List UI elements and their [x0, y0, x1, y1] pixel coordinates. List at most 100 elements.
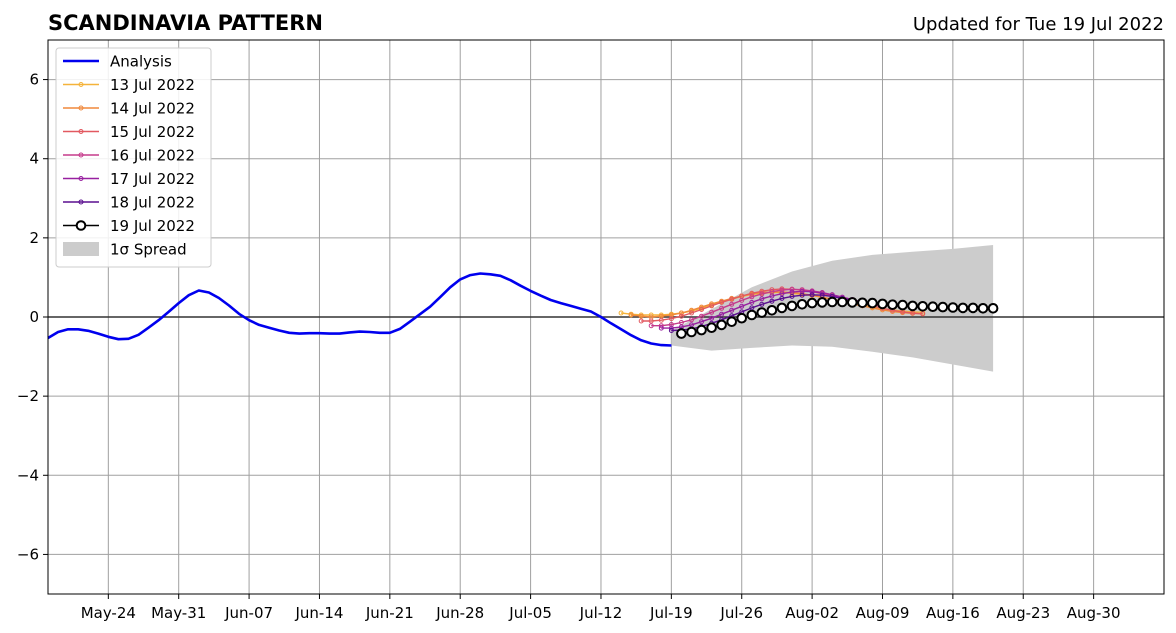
legend-label: 16 Jul 2022 — [110, 147, 195, 165]
x-tick-label: Aug-09 — [856, 604, 910, 622]
forecast-point — [699, 313, 704, 319]
forecast-point — [689, 317, 694, 323]
forecast-point — [618, 310, 624, 316]
forecast-point — [739, 303, 745, 309]
chart-title: SCANDINAVIA PATTERN — [48, 11, 323, 35]
legend-label: 18 Jul 2022 — [110, 194, 195, 212]
latest-forecast-point — [816, 297, 828, 308]
x-tick-label: Aug-30 — [1067, 604, 1121, 622]
forecast-point — [648, 323, 654, 329]
latest-forecast-point — [826, 296, 838, 308]
forecast-point — [729, 296, 735, 302]
latest-forecast-point — [937, 301, 949, 313]
latest-forecast-point — [676, 328, 687, 339]
latest-forecast-point — [716, 319, 727, 331]
forecast-point — [628, 312, 634, 318]
y-tick-label: 0 — [29, 308, 39, 326]
legend-label: 17 Jul 2022 — [110, 170, 195, 188]
y-tick-label: −6 — [17, 545, 39, 563]
forecast-point — [678, 313, 684, 319]
latest-forecast-point — [736, 312, 748, 324]
legend-label: 15 Jul 2022 — [110, 123, 195, 141]
forecast-line — [661, 290, 863, 329]
plot-frame — [47, 39, 1165, 595]
forecast-point — [749, 294, 755, 300]
y-tick-label: −2 — [17, 387, 39, 405]
forecast-point — [799, 292, 805, 298]
legend-label: 14 Jul 2022 — [110, 100, 195, 118]
x-tick-label: May-31 — [151, 604, 206, 622]
x-tick-label: Jun-07 — [224, 604, 273, 622]
forecast-point — [729, 307, 735, 313]
forecast-point — [648, 318, 654, 324]
forecast-point — [749, 299, 755, 305]
forecast-point — [699, 307, 704, 312]
forecast-point — [678, 310, 684, 316]
x-tick-label: Jun-21 — [365, 604, 414, 622]
legend-swatch — [63, 242, 99, 256]
forecast-point — [779, 295, 785, 301]
forecast-point — [789, 293, 795, 299]
latest-forecast-point — [847, 297, 858, 308]
legend-marker — [78, 199, 84, 205]
latest-forecast-point — [887, 299, 898, 311]
forecast-point — [729, 301, 735, 307]
x-tick-label: Jul-19 — [649, 604, 693, 622]
forecast-point — [719, 311, 725, 317]
x-tick-label: Jun-28 — [435, 604, 484, 622]
series-lines — [47, 272, 999, 347]
latest-forecast-point — [897, 299, 908, 311]
forecast-point — [638, 318, 644, 324]
legend-box — [55, 47, 212, 268]
latest-forecast-point — [837, 296, 848, 308]
legend-entry: 16 Jul 2022 — [63, 147, 195, 165]
latest-forecast-point — [786, 300, 798, 312]
legend-label: Analysis — [110, 53, 172, 71]
legend-entry: 13 Jul 2022 — [63, 76, 195, 94]
latest-forecast-point — [806, 297, 818, 309]
forecast-point — [699, 319, 704, 325]
latest-forecast-point — [796, 299, 808, 310]
y-tick-label: −4 — [17, 466, 39, 484]
forecast-point — [759, 301, 765, 307]
latest-forecast-point — [776, 302, 788, 314]
x-tick-label: Aug-23 — [996, 604, 1050, 622]
legend-entry: 17 Jul 2022 — [63, 170, 195, 188]
forecast-point — [920, 311, 926, 317]
chart-subtitle: Updated for Tue 19 Jul 2022 — [913, 14, 1164, 35]
latest-forecast-point — [857, 297, 868, 309]
latest-forecast-point — [977, 303, 989, 314]
x-tick-label: Aug-16 — [926, 604, 980, 622]
forecast-point — [779, 291, 785, 297]
latest-forecast-point — [877, 298, 888, 310]
forecast-point — [719, 299, 725, 305]
y-tick-label: 6 — [29, 71, 39, 89]
latest-forecast-series — [676, 296, 999, 339]
x-axis-ticks: May-24 May-31 Jun-07 Jun-14 Jun-21 Jun-28 Jul-… — [81, 594, 1121, 622]
x-tick-label: Jun-14 — [294, 604, 343, 622]
latest-forecast-point — [987, 303, 999, 314]
latest-forecast-point — [957, 302, 969, 314]
forecast-point — [719, 305, 725, 311]
x-tick-label: Jul-26 — [719, 604, 763, 622]
legend-marker — [78, 176, 84, 181]
legend: Analysis 13 Jul 2022 14 Jul 2022 15 Jul 202… — [55, 47, 212, 268]
legend-marker — [78, 105, 84, 111]
forecast-point — [638, 313, 644, 319]
legend-marker — [78, 129, 84, 134]
x-tick-label: Aug-02 — [785, 604, 839, 622]
forecast-point — [789, 286, 795, 292]
y-axis-ticks: −6 −4 −2 0 2 4 6 — [17, 71, 48, 563]
legend-entry: 14 Jul 2022 — [63, 100, 195, 118]
latest-forecast-point — [726, 316, 738, 328]
latest-forecast-point — [766, 305, 778, 316]
y-tick-label: 2 — [29, 229, 39, 247]
latest-forecast-point — [967, 302, 979, 314]
latest-forecast-point — [756, 307, 768, 318]
latest-forecast-point — [746, 309, 758, 321]
forecast-point — [658, 317, 664, 323]
forecast-point — [668, 328, 674, 333]
latest-forecast-point — [867, 297, 878, 309]
legend-label: 13 Jul 2022 — [110, 76, 195, 94]
